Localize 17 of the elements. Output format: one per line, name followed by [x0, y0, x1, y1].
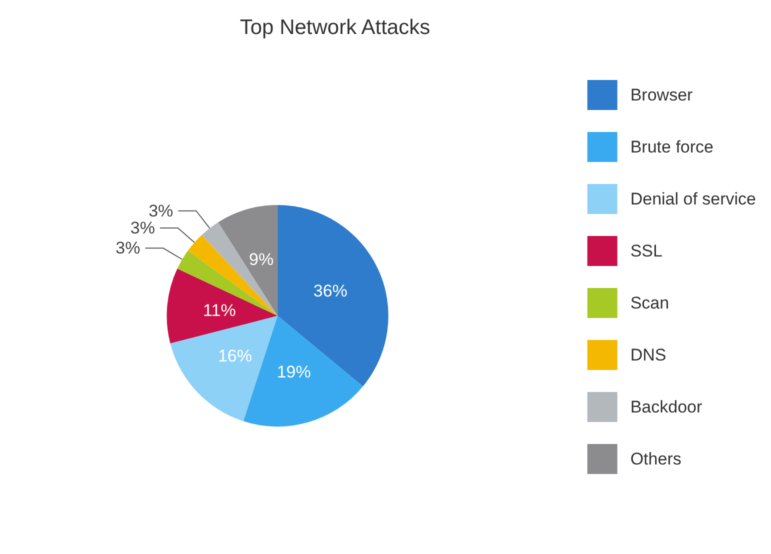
legend-label: Others [630, 450, 682, 468]
data-label: 3% [116, 238, 140, 258]
legend-label: Denial of service [630, 190, 756, 208]
data-label: 19% [276, 362, 311, 382]
legend-label: Scan [630, 294, 670, 312]
data-label: 11% [203, 300, 236, 320]
legend-label: Brute force [630, 138, 714, 156]
data-label: 3% [130, 218, 155, 238]
legend-label: Browser [630, 86, 694, 104]
legend-label: DNS [630, 346, 666, 364]
data-label: 9% [248, 250, 274, 270]
data-label: 3% [148, 201, 174, 220]
legend-label: Backdoor [630, 398, 702, 416]
legend-label: SSL [630, 242, 662, 260]
chart-title: Top Network Attacks [240, 16, 430, 39]
data-label: 16% [218, 346, 252, 366]
data-label: 36% [313, 281, 348, 300]
